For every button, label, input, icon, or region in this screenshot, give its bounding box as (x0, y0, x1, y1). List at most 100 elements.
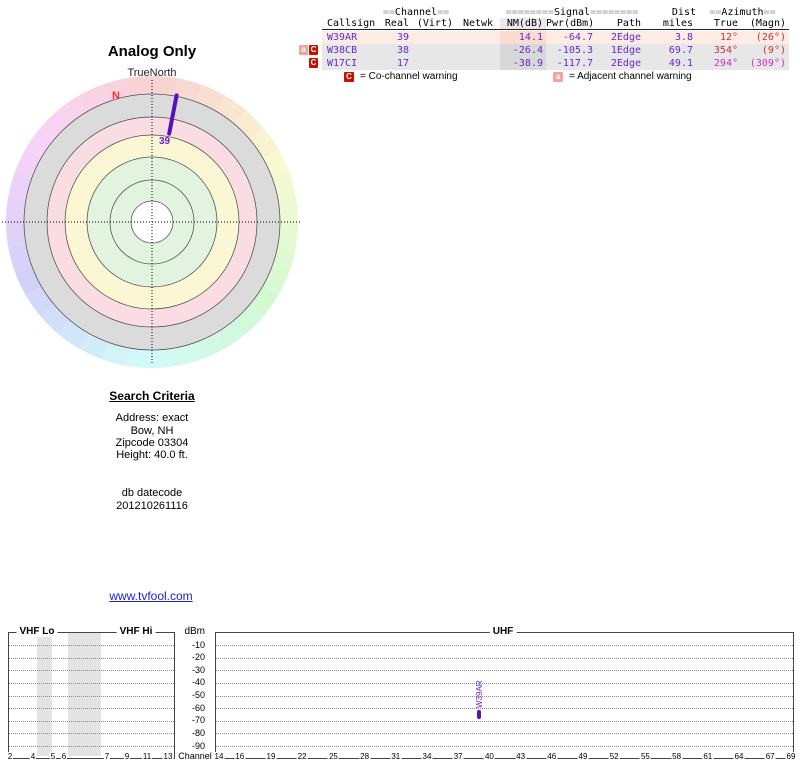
channel-tick: 46 (546, 752, 558, 761)
channel-axis-label: Channel (178, 751, 212, 761)
channel-tick: 49 (577, 752, 589, 761)
cell-virt (412, 31, 456, 44)
dbm-tick-label: -60 (191, 702, 205, 713)
cell-az-magn: (9°) (761, 45, 786, 56)
signal-table: ==Channel== ========Signal======== Dist … (299, 8, 789, 83)
cell-az-magn: (309°) (749, 58, 786, 69)
station-azimuth-line (167, 93, 179, 136)
dbm-gridline (216, 670, 793, 672)
co-channel-legend-text: = Co-channel warning (360, 71, 458, 82)
col-netwk: Netwk (462, 18, 494, 29)
cell-real: 39 (396, 32, 409, 43)
adjacent-channel-legend: a = Adjacent channel warning (553, 71, 692, 82)
channel-tick: 52 (608, 752, 620, 761)
channel-tick: 14 (213, 752, 225, 761)
cell-virt (412, 44, 456, 57)
channel-tick: 11 (141, 752, 153, 761)
cell-miles: 3.8 (674, 32, 693, 43)
table-row: a C W38CB 38 -26.4 -105.3 1Edge 69.7 354… (299, 44, 789, 57)
co-channel-warning-icon: C (309, 58, 318, 68)
cell-pwr: -64.7 (562, 32, 593, 43)
cell-az-true: 354° (713, 45, 738, 56)
channel-tick: 61 (702, 752, 714, 761)
cell-nm: -26.4 (500, 44, 546, 57)
search-address: Address: exact (115, 412, 189, 425)
channel-tick: 69 (785, 752, 797, 761)
channel-tick: 55 (639, 752, 651, 761)
cell-az-true: 12° (719, 32, 738, 43)
vhf-hi-section-label: VHF Hi (116, 626, 156, 637)
cell-nm: 14.1 (500, 31, 546, 44)
search-criteria-title: Search Criteria (109, 389, 195, 403)
warning-legend: C = Co-channel warning a = Adjacent chan… (322, 71, 789, 83)
page-title: Analog Only (107, 43, 197, 60)
dbm-gridline (9, 645, 174, 646)
channel-tick: 67 (764, 752, 776, 761)
table-group-header-row: ==Channel== ========Signal======== Dist … (322, 8, 789, 18)
channel-tick: 25 (327, 752, 339, 761)
db-datecode-value: 201210261116 (116, 499, 188, 512)
cell-path: 1Edge (610, 45, 641, 56)
db-datecode-label: db datecode (121, 487, 183, 500)
cell-nm: -38.9 (500, 57, 546, 70)
dist-group-header: Dist (671, 7, 696, 18)
dbm-gridline (216, 708, 793, 710)
dbm-gridline (216, 657, 793, 659)
search-criteria: Search Criteria Address: exact Bow, NH Z… (52, 390, 252, 512)
col-callsign: Callsign (327, 18, 376, 29)
azimuth-hue-ring (6, 76, 298, 368)
col-pwr: Pwr(dBm) (546, 18, 595, 29)
uhf-signal-panel (215, 632, 794, 759)
station-channel-label: 39 (159, 136, 171, 147)
col-true: True (713, 18, 738, 29)
uhf-section-label: UHF (489, 626, 517, 637)
channel-tick: 64 (733, 752, 745, 761)
true-north-label: TrueNorth (127, 67, 177, 79)
table-column-header-row: Callsign Real (Virt) Netwk NM(dB) Pwr(dB… (322, 18, 789, 30)
channel-tick: 22 (296, 752, 308, 761)
channel-tick: 9 (123, 752, 131, 761)
col-path: Path (616, 18, 641, 29)
channel-tick: 5 (49, 752, 57, 761)
dbm-tick-label: -20 (191, 652, 205, 663)
dbm-tick-label: -50 (191, 690, 205, 700)
cell-pwr: -105.3 (556, 45, 593, 56)
channel-tick: 4 (29, 752, 37, 761)
dbm-gridline (216, 695, 793, 697)
co-channel-warning-icon: C (309, 45, 318, 55)
tvfool-home-link[interactable]: www.tvfool.com (109, 589, 193, 603)
signal-group-header: ========Signal======== (505, 7, 639, 18)
db-datecode: db datecode 201210261116 (52, 487, 252, 512)
dbm-tick-label: -10 (191, 639, 205, 650)
adjacent-channel-legend-text: = Adjacent channel warning (569, 71, 692, 82)
azimuth-group-header: ==Azimuth== (709, 7, 776, 18)
cell-callsign: W38CB (327, 45, 358, 56)
dbm-gridline (216, 645, 793, 646)
cell-callsign: W17CI (327, 58, 358, 69)
dbm-gridline (9, 733, 174, 735)
dbm-gridline (9, 746, 174, 747)
col-magn: (Magn) (749, 18, 786, 29)
cell-netwk (456, 57, 500, 70)
dbm-gridline (9, 708, 174, 710)
cell-virt (412, 57, 456, 70)
dbm-axis-label: dBm (184, 626, 205, 637)
col-real: Real (384, 18, 409, 29)
search-zipcode: Zipcode 03304 (115, 436, 189, 449)
channel-tick: 19 (265, 752, 277, 761)
dbm-gridline (9, 657, 174, 659)
cell-netwk (456, 31, 500, 44)
dbm-gridline (9, 682, 174, 684)
channel-tick: 13 (162, 752, 174, 761)
col-miles: miles (662, 18, 693, 29)
vhf-lo-section-label: VHF Lo (16, 626, 58, 637)
col-nm: NM(dB) (500, 18, 546, 29)
channel-tick: 40 (483, 752, 495, 761)
dbm-tick-label: -70 (191, 715, 205, 726)
vhf-signal-panel (8, 632, 175, 759)
channel-tick: 6 (60, 752, 68, 761)
dbm-gridline (9, 720, 174, 722)
cell-path: 2Edge (610, 32, 641, 43)
dbm-tick-label: -80 (191, 727, 205, 738)
